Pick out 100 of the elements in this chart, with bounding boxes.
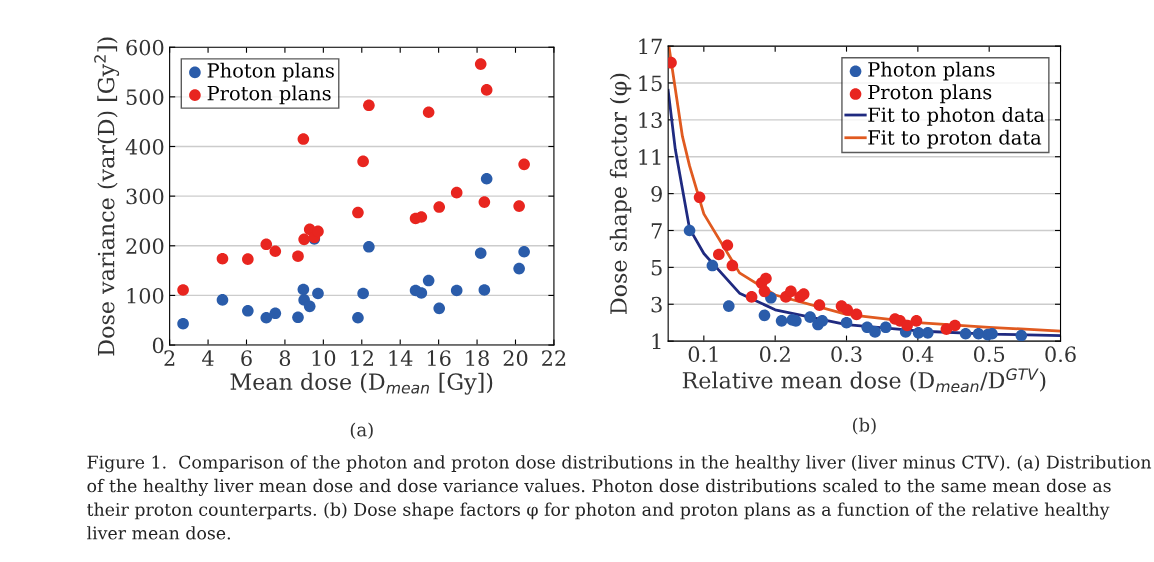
- point: [357, 155, 369, 168]
- point: [269, 307, 282, 320]
- point: [363, 240, 375, 253]
- point: [722, 300, 735, 312]
- x-tick-label: 0.4: [902, 346, 934, 363]
- x-tick-label: 16: [427, 350, 451, 367]
- point: [959, 327, 972, 340]
- x-tick-label: 20: [503, 350, 528, 367]
- point: [352, 206, 364, 219]
- x-tick-label: 0.1: [688, 346, 718, 363]
- point: [797, 288, 810, 300]
- point: [297, 283, 310, 296]
- point: [713, 248, 725, 261]
- point: [292, 311, 304, 324]
- x-tick-label: 18: [466, 350, 489, 367]
- legend-label: Fit to photon data: [868, 107, 1045, 126]
- point: [758, 309, 771, 322]
- y-tick-label: 100: [127, 287, 164, 304]
- y-axis-title: Dose shape factor (φ): [609, 73, 632, 314]
- y-tick-label: 15: [639, 75, 662, 92]
- point: [785, 285, 797, 298]
- point: [474, 58, 487, 70]
- point: [683, 224, 696, 237]
- point: [726, 259, 739, 272]
- point: [480, 84, 493, 96]
- point: [312, 287, 324, 300]
- y-tick-label: 200: [126, 238, 164, 254]
- point: [422, 106, 435, 119]
- y-tick-label: 5: [651, 260, 662, 276]
- x-axis-title: Mean dose (D$_{mean}$ [Gy]): [230, 372, 493, 395]
- point: [298, 233, 310, 246]
- legend-label: Photon plans: [207, 62, 334, 82]
- x-axis-title: Relative mean dose (D$_{mean}$/D$^{GTV}$): [682, 368, 1046, 393]
- y-tick-label: 17: [639, 38, 662, 54]
- x-tick-label: 0.5: [974, 346, 1005, 363]
- text: (a): [350, 422, 373, 440]
- y-tick-label: 9: [651, 186, 662, 202]
- point: [922, 327, 934, 339]
- point: [879, 321, 892, 334]
- point: [910, 315, 923, 327]
- legend-label: Proton plans: [207, 85, 331, 105]
- point: [816, 315, 829, 327]
- point: [518, 245, 530, 258]
- y-tick-label: 7: [651, 223, 662, 239]
- point: [269, 245, 282, 258]
- point: [433, 201, 446, 213]
- y-tick-label: 600: [126, 39, 164, 56]
- point: [760, 272, 772, 285]
- point: [363, 99, 375, 112]
- point: [745, 291, 758, 303]
- point: [804, 311, 816, 323]
- point: [480, 172, 493, 185]
- point: [901, 319, 913, 332]
- point: [357, 287, 369, 300]
- y-tick-label: 400: [125, 138, 164, 155]
- point: [758, 285, 771, 298]
- point: [813, 299, 826, 311]
- y-tick-label: 1: [652, 333, 661, 350]
- point: [1015, 329, 1028, 342]
- point: [450, 284, 463, 297]
- text: (b): [852, 417, 876, 435]
- point: [850, 308, 863, 321]
- point: [721, 239, 734, 252]
- y-tick-label: 11: [639, 149, 661, 165]
- x-tick-label: 8: [279, 350, 291, 367]
- x-tick-label: 0.6: [1045, 346, 1076, 363]
- x-tick-label: 0.3: [831, 346, 862, 363]
- point: [474, 247, 487, 260]
- point: [478, 284, 491, 296]
- x-tick-label: 2: [164, 350, 175, 366]
- x-tick-label: 22: [542, 350, 566, 366]
- point: [450, 186, 463, 199]
- point: [242, 253, 254, 265]
- point: [706, 259, 719, 272]
- point: [260, 311, 273, 324]
- point: [513, 262, 525, 275]
- point: [841, 303, 854, 316]
- point: [422, 274, 435, 287]
- y-axis-title: Dose variance (var(D) [Gy$^{2}$]): [94, 37, 120, 356]
- x-tick-label: 12: [351, 350, 373, 366]
- x-tick-label: 10: [312, 350, 336, 367]
- y-tick-label: 0: [152, 337, 164, 354]
- legend-label: Photon plans: [868, 61, 995, 81]
- x-tick-label: 14: [389, 350, 413, 366]
- y-tick-label: 300: [126, 188, 164, 205]
- point: [840, 316, 853, 329]
- point: [513, 200, 525, 212]
- point: [693, 191, 706, 204]
- point: [949, 319, 961, 332]
- y-tick-label: 500: [126, 89, 164, 106]
- point: [518, 158, 530, 171]
- point: [216, 252, 229, 265]
- point: [869, 326, 881, 338]
- point: [303, 300, 316, 313]
- x-tick-label: 6: [241, 350, 252, 367]
- caption: Figure 1. Comparison of the photon and proton dose distributions in the healthy liver (liver minus CTV). (a) Distribution of the healthy liver mean dose and dose variance values. Photon dose distributions scaled to the same mean dose as their proton counterparts. (b) Dose shape factors φ for photon and proton plans as a function of the relative healthy liver mean dose.: [87, 455, 1152, 540]
- point: [292, 250, 304, 263]
- legend-label: Fit to proton data: [868, 129, 1042, 149]
- point: [297, 133, 310, 145]
- point: [216, 294, 229, 306]
